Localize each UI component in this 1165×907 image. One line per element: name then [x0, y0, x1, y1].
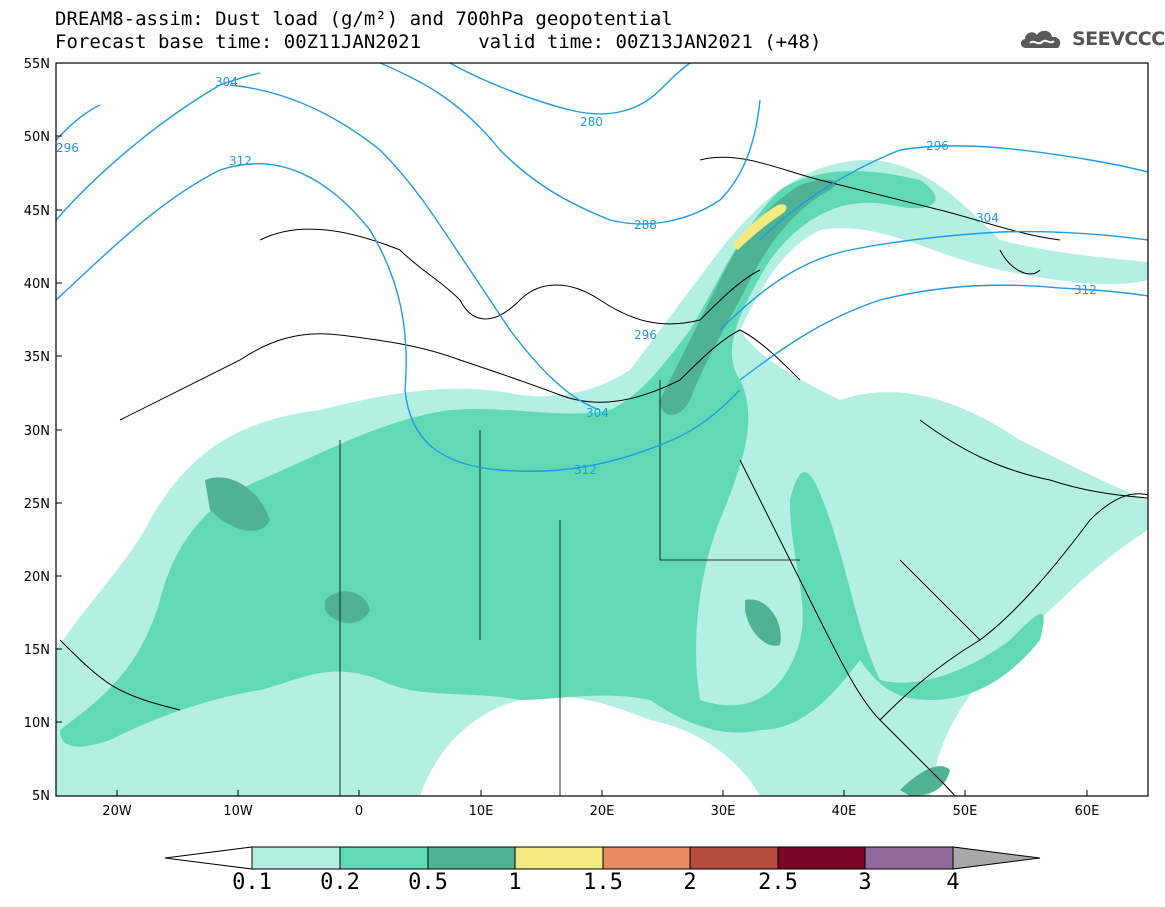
contour-line-h — [739, 284, 1148, 381]
colorbar-tick-label: 1 — [508, 870, 522, 895]
contour-label: 304 — [215, 75, 238, 89]
geopotential-contours — [56, 63, 1148, 472]
coastlines — [59, 156, 1148, 796]
colorbar-tick-label: 0.1 — [232, 870, 272, 895]
colorbar-tick-label: 0.5 — [408, 870, 448, 895]
colorbar-tick-label: 2.5 — [758, 870, 798, 895]
contour-label: 312 — [1074, 283, 1097, 297]
lat-label: 25N — [24, 497, 50, 512]
seevccc-logo: SEEVCCC — [1018, 26, 1165, 52]
lon-label: 0 — [355, 804, 363, 819]
coastline-europe-med — [259, 228, 761, 325]
contour-line-a — [56, 72, 261, 221]
lat-axis: 55N 50N 45N 40N 35N 30N 25N 20N 15N 10N … — [24, 57, 62, 804]
contour-labels: 304 296 312 280 288 296 304 312 296 304 … — [56, 75, 1097, 477]
contour-label: 304 — [586, 406, 609, 420]
contour-label: 280 — [580, 115, 603, 129]
contour-label: 296 — [56, 141, 79, 155]
colorbar-tick-label: 4 — [946, 870, 960, 895]
contour-line-d — [229, 84, 601, 411]
lon-label: 60E — [1075, 804, 1100, 819]
dust-field-peak — [732, 204, 787, 250]
colorbar-swatch-below — [164, 846, 253, 870]
colorbar-swatch — [689, 846, 779, 870]
lon-axis: 20W 10W 0 10E 20E 30E 40E 50E 60E — [102, 790, 1099, 819]
colorbar-swatch — [514, 846, 604, 870]
dust-fields — [56, 159, 1148, 796]
lat-label: 5N — [32, 789, 50, 804]
colorbar — [164, 846, 1041, 870]
cloud-logo-icon — [1020, 30, 1061, 48]
dust-field-high-sahara — [325, 591, 370, 624]
coastline-persian-gulf — [919, 419, 1148, 499]
lat-label: 45N — [24, 204, 50, 219]
coastline-north-africa — [119, 329, 801, 421]
dust-field-high-west — [205, 477, 270, 531]
lat-label: 50N — [24, 130, 50, 145]
chart-subtitle: Forecast base time: 00Z11JAN2021 valid t… — [55, 31, 822, 53]
colorbar-swatch — [427, 846, 516, 870]
contour-line-i — [759, 145, 1148, 241]
colorbar-tick-label: 2 — [683, 870, 697, 895]
lon-label: 40E — [832, 804, 857, 819]
lon-label: 30E — [711, 804, 736, 819]
coastline-black-sea — [699, 156, 1061, 241]
lon-label: 20E — [590, 804, 615, 819]
colorbar-swatch-above — [952, 846, 1041, 870]
colorbar-tick-label: 3 — [858, 870, 872, 895]
lat-label: 35N — [24, 350, 50, 365]
coastline-red-sea-arabia — [739, 459, 1148, 721]
contour-label: 312 — [229, 154, 252, 168]
contour-label: 296 — [634, 328, 657, 342]
contour-line-c — [56, 163, 741, 472]
lat-label: 40N — [24, 277, 50, 292]
contour-line-f — [449, 63, 691, 115]
dust-field-high-somalia — [900, 766, 950, 796]
colorbar-swatch — [339, 846, 429, 870]
colorbar-swatch — [777, 846, 866, 870]
colorbar-tick-label: 1.5 — [583, 870, 623, 895]
contour-line-e — [379, 63, 761, 225]
contour-line-g — [719, 230, 1148, 331]
lon-label: 10E — [469, 804, 494, 819]
country-borders — [339, 380, 800, 796]
coastline-horn — [879, 719, 956, 796]
dust-field-mid — [60, 170, 1044, 747]
logo-text: SEEVCCC — [1072, 28, 1165, 50]
lat-label: 20N — [24, 570, 50, 585]
contour-label: 296 — [926, 139, 949, 153]
colorbar-swatch — [251, 846, 341, 870]
lat-label: 30N — [24, 424, 50, 439]
chart-title: DREAM8-assim: Dust load (g/m²) and 700hP… — [55, 8, 673, 30]
dust-field-high-egypt — [745, 599, 781, 646]
lon-label: 10W — [223, 804, 253, 819]
lon-label: 20W — [102, 804, 132, 819]
border-arabia — [899, 559, 981, 641]
colorbar-swatch — [602, 846, 691, 870]
contour-line-b — [56, 104, 101, 141]
coastline-west-africa — [59, 639, 181, 711]
contour-label: 304 — [976, 211, 999, 225]
contour-label: 312 — [574, 463, 597, 477]
lat-label: 15N — [24, 643, 50, 658]
lon-label: 50E — [953, 804, 978, 819]
lat-label: 55N — [24, 57, 50, 72]
lat-label: 10N — [24, 716, 50, 731]
contour-label: 288 — [634, 218, 657, 232]
coastline-caspian — [999, 249, 1041, 275]
colorbar-swatch — [864, 846, 954, 870]
colorbar-tick-label: 0.2 — [320, 870, 360, 895]
